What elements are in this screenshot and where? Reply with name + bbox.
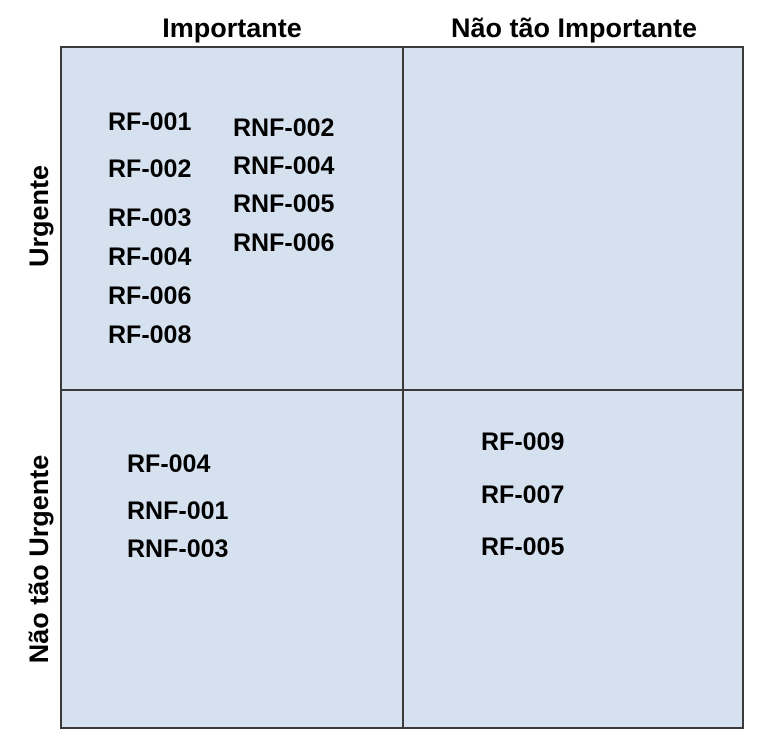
quadrant-item: RNF-006	[233, 229, 335, 257]
quadrant-item: RF-006	[108, 282, 192, 310]
quadrant-item: RNF-002	[233, 114, 335, 142]
quadrant-item: RNF-005	[233, 190, 335, 218]
quadrant-item: RF-009	[481, 428, 565, 456]
matrix-horizontal-divider	[60, 389, 744, 391]
quadrant-item: RNF-001	[127, 497, 229, 525]
quadrant-item: RF-004	[108, 243, 192, 271]
row-header-not-urgent: Não tão Urgente	[24, 454, 54, 664]
quadrant-item: RF-008	[108, 321, 192, 349]
row-header-urgent: Urgente	[24, 165, 54, 268]
quadrant-item: RF-007	[481, 481, 565, 509]
quadrant-item: RF-003	[108, 204, 192, 232]
column-header-not-important: Não tão Importante	[450, 13, 698, 43]
quadrant-item: RNF-004	[233, 152, 335, 180]
column-header-important: Importante	[162, 13, 302, 43]
quadrant-item: RF-001	[108, 108, 192, 136]
quadrant-item: RNF-003	[127, 535, 229, 563]
matrix-vertical-divider	[402, 46, 404, 729]
quadrant-item: RF-004	[127, 450, 211, 478]
quadrant-item: RF-002	[108, 155, 192, 183]
quadrant-item: RF-005	[481, 533, 565, 561]
